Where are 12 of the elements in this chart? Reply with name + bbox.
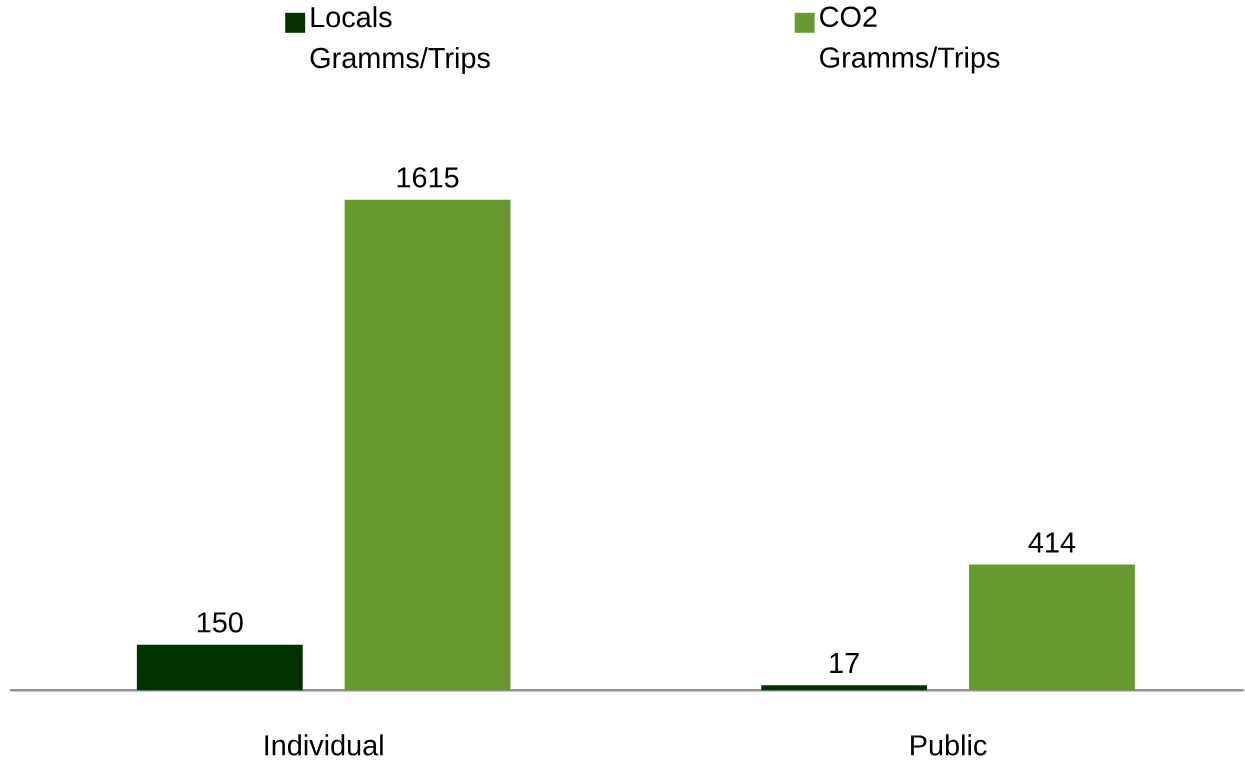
x-tick-label: Individual [265, 734, 383, 756]
data-label: 1615 [397, 167, 459, 188]
bar [136, 644, 303, 691]
data-label: 150 [197, 612, 243, 633]
bar [969, 564, 1135, 691]
legend-label: CO2 Gramms/Trips [820, 6, 1000, 74]
bar [761, 685, 928, 691]
legend-label: Locals Gramms/Trips [310, 6, 490, 74]
data-label: 414 [1028, 532, 1076, 553]
x-tick-label: Public [911, 734, 987, 756]
bar [344, 199, 511, 691]
data-label: 17 [830, 653, 859, 673]
